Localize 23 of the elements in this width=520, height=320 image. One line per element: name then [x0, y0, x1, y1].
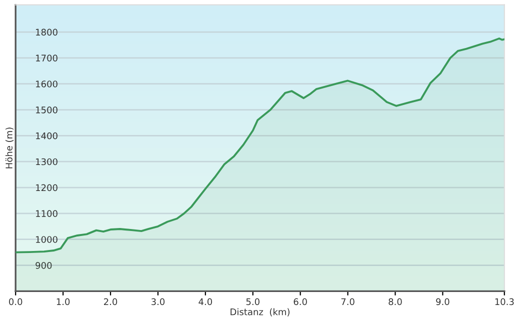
x-tick-label: 8.0	[388, 298, 402, 306]
y-tick-label: 900	[36, 262, 52, 269]
y-tick-label: 1000	[36, 236, 58, 243]
y-axis-title: Höhe (m)	[5, 128, 14, 168]
x-tick-label: 2.0	[104, 298, 118, 306]
x-tick-label: 0.0	[9, 298, 22, 306]
y-tick-label: 1400	[36, 132, 58, 140]
y-tick-label: 1300	[36, 158, 58, 166]
x-tick-label: 7.0	[341, 298, 354, 306]
x-tick-label: 5.0	[246, 298, 260, 306]
x-tick-label: 4.0	[198, 298, 212, 306]
y-tick-label: 1500	[36, 106, 58, 114]
x-tick-label: 1.0	[56, 298, 70, 306]
x-tick-label: 3.0	[151, 298, 165, 306]
y-tick-label: 1200	[36, 184, 58, 192]
y-tick-label: 1100	[36, 210, 58, 218]
y-tick-label: 1800	[36, 28, 58, 36]
x-tick-label: 6.0	[294, 298, 307, 306]
x-tick-label: 9.0	[436, 298, 450, 306]
y-tick-label: 1600	[36, 80, 58, 88]
y-tick-label: 1700	[36, 54, 58, 62]
x-tick-label: 10.3	[495, 298, 514, 306]
x-axis-title: Distanz (km)	[230, 308, 290, 316]
